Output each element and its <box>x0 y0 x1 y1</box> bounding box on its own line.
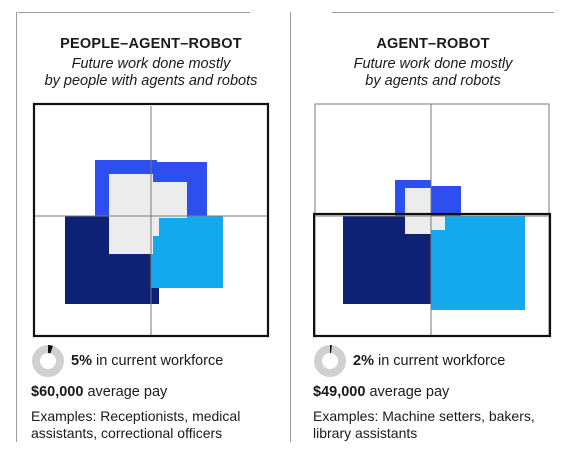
top-rule-right <box>332 12 554 13</box>
agent-square <box>431 186 461 216</box>
workforce-share: 5% in current workforce <box>31 344 223 378</box>
center-divider <box>290 12 291 442</box>
panel-title: AGENT–ROBOT <box>376 36 490 52</box>
average-pay: $49,000 average pay <box>313 384 449 400</box>
share-donut-icon <box>314 345 346 377</box>
pay-label: average pay <box>83 384 168 400</box>
share-percent: 2% <box>353 353 374 369</box>
robot-square <box>431 216 525 310</box>
share-label: in current workforce <box>373 353 506 369</box>
workforce-share: 2% in current workforce <box>313 344 505 378</box>
panel-people-agent-robot: PEOPLE–AGENT–ROBOT Future work done most… <box>31 0 271 464</box>
pay-amount: $60,000 <box>31 384 84 400</box>
overlap-area <box>405 188 431 234</box>
workforce-quadrant-diagram <box>313 103 552 338</box>
left-divider <box>16 12 17 442</box>
overlap-area <box>109 174 153 254</box>
workforce-quadrant-diagram <box>32 102 270 338</box>
highlight-outline <box>313 212 552 338</box>
panel-subtitle-line1: Future work done mostly <box>353 56 513 72</box>
overlap-area <box>151 182 187 218</box>
highlight-outline <box>32 102 270 338</box>
top-rule-left <box>18 12 250 13</box>
panel-subtitle-line2: by agents and robots <box>365 73 501 89</box>
share-donut-icon <box>32 345 64 377</box>
examples-text: Examples: Machine setters, bakers, libra… <box>313 408 535 441</box>
panel-title: PEOPLE–AGENT–ROBOT <box>60 36 242 52</box>
robot-square <box>151 216 223 288</box>
average-pay: $60,000 average pay <box>31 384 167 400</box>
panel-subtitle-line1: Future work done mostly <box>71 56 231 72</box>
examples-text: Examples: Receptionists, medical assista… <box>31 408 241 441</box>
pay-amount: $49,000 <box>313 384 366 400</box>
panel-subtitle-line2: by people with agents and robots <box>44 73 258 89</box>
share-label: in current workforce <box>91 353 224 369</box>
share-percent: 5% <box>71 353 92 369</box>
overlap-area <box>431 216 445 230</box>
panel-agent-robot: AGENT–ROBOT Future work done mostly by a… <box>313 0 553 464</box>
overlap-area <box>151 216 159 236</box>
pay-label: average pay <box>365 384 450 400</box>
